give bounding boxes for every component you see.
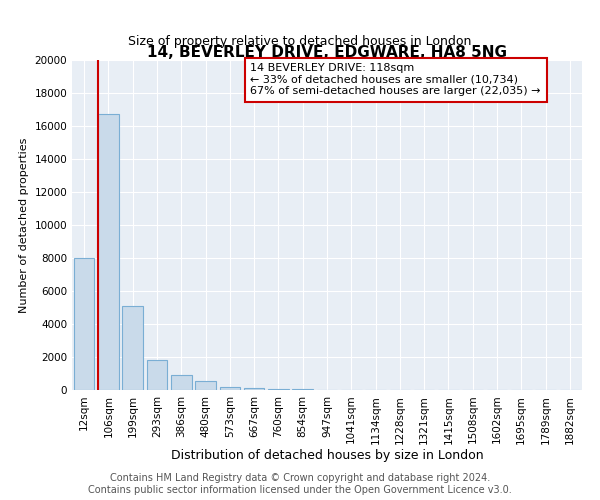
Y-axis label: Number of detached properties: Number of detached properties — [19, 138, 29, 312]
Bar — [268, 388, 289, 390]
Title: 14, BEVERLEY DRIVE, EDGWARE, HA8 5NG: 14, BEVERLEY DRIVE, EDGWARE, HA8 5NG — [147, 45, 507, 60]
Bar — [74, 258, 94, 390]
Bar — [146, 360, 167, 390]
Bar — [195, 381, 216, 390]
Bar — [244, 388, 265, 390]
Text: Contains HM Land Registry data © Crown copyright and database right 2024.
Contai: Contains HM Land Registry data © Crown c… — [88, 474, 512, 495]
Bar — [292, 389, 313, 390]
Text: 14 BEVERLEY DRIVE: 118sqm
← 33% of detached houses are smaller (10,734)
67% of s: 14 BEVERLEY DRIVE: 118sqm ← 33% of detac… — [251, 64, 541, 96]
Bar — [171, 375, 191, 390]
Bar — [122, 306, 143, 390]
X-axis label: Distribution of detached houses by size in London: Distribution of detached houses by size … — [170, 449, 484, 462]
Text: Size of property relative to detached houses in London: Size of property relative to detached ho… — [128, 35, 472, 48]
Bar — [98, 114, 119, 390]
Bar — [220, 386, 240, 390]
